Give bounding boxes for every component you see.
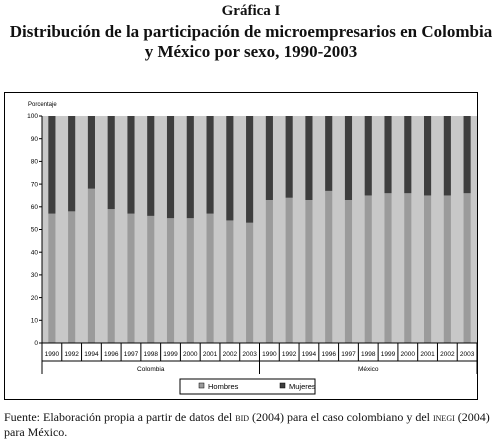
bar-mujeres (186, 116, 194, 219)
bar-mujeres (206, 116, 214, 214)
bar-mujeres (265, 116, 273, 200)
x-axis: 1990 1992 1994 1996 1997 1998 1999 2000 2001 2002… (41, 342, 478, 374)
x-tick-label: 2001 (420, 351, 435, 358)
x-tick-label: 2001 (203, 351, 218, 358)
bar-hombres (107, 209, 115, 343)
bar-hombres (147, 215, 155, 343)
chart-label: Gráfica I (221, 3, 281, 19)
x-tick-label: 2003 (460, 351, 475, 358)
bar-hombres (424, 195, 432, 343)
bar-mujeres (48, 116, 56, 214)
x-tick-label: 1998 (361, 351, 376, 358)
source-prefix: Fuente: Elaboración propia a partir de d… (4, 410, 236, 424)
x-tick-label: 1992 (282, 351, 297, 358)
legend-label-mujeres: Mujeres (289, 382, 316, 391)
bar-mujeres (384, 116, 392, 194)
y-tick-label: 20 (31, 295, 39, 302)
bar-mujeres (246, 116, 254, 223)
source-org-inegi: inegi (432, 410, 455, 424)
bar-hombres (265, 199, 273, 343)
plot-area (42, 116, 477, 343)
legend: Hombres Mujeres (179, 378, 316, 395)
y-tick-label: 50 (31, 227, 39, 234)
group-label: Colombia (137, 366, 165, 373)
bar-hombres (443, 195, 451, 343)
bar-hombres (404, 193, 412, 343)
x-tick-label: 1996 (104, 351, 119, 358)
bar-mujeres (127, 116, 135, 214)
x-tick-label: 1997 (341, 351, 356, 358)
bar-hombres (364, 195, 372, 343)
bar-mujeres (443, 116, 451, 196)
bar-hombres (325, 190, 333, 343)
bar-hombres (186, 218, 194, 343)
bar-mujeres (147, 116, 155, 216)
legend-swatch-mujeres (279, 382, 286, 389)
bar-hombres (344, 199, 353, 343)
source-suffix: (2004) para México. (4, 410, 490, 439)
bar-hombres (127, 213, 135, 343)
bar-mujeres (344, 116, 353, 200)
y-tick-label: 30 (31, 272, 39, 279)
y-axis-label: Porcentaje (28, 102, 57, 108)
bar-mujeres (424, 116, 432, 196)
bar-mujeres (364, 116, 372, 196)
bar-hombres (226, 220, 234, 343)
legend-label-hombres: Hombres (208, 382, 239, 391)
y-tick-label: 90 (31, 136, 39, 143)
bar-hombres (68, 211, 76, 343)
bar-hombres (206, 213, 214, 343)
source-org-bid: bid (235, 410, 250, 424)
x-tick-label: 1992 (64, 351, 79, 358)
y-tick-label: 10 (31, 318, 39, 325)
x-tick-label: 2003 (242, 351, 257, 358)
y-axis: 0 10 20 30 40 50 60 70 80 90 100 (27, 113, 43, 347)
chart-title-line-2: y México por sexo, 1990-2003 (144, 42, 358, 61)
y-tick-label: 80 (31, 159, 39, 166)
x-tick-label: 2002 (223, 351, 238, 358)
group-label: México (358, 366, 379, 373)
x-tick-label: 1998 (144, 351, 159, 358)
x-tick-label: 2002 (440, 351, 455, 358)
x-tick-label: 1999 (381, 351, 396, 358)
y-tick-label: 0 (34, 340, 38, 347)
bar-mujeres (325, 116, 333, 191)
bar-hombres (305, 199, 313, 343)
bar-mujeres (107, 116, 115, 210)
y-tick-label: 100 (27, 113, 38, 120)
bar-mujeres (166, 116, 175, 219)
bar-hombres (246, 222, 254, 343)
source-middle: (2004) para el caso colombiano y del (249, 410, 433, 424)
x-tick-label: 1996 (321, 351, 336, 358)
x-tick-label: 2000 (401, 351, 416, 358)
chart-title-line-1: Distribución de la participación de micr… (9, 22, 493, 41)
bar-hombres (166, 218, 175, 343)
bar-mujeres (404, 116, 412, 194)
source-note: Fuente: Elaboración propia a partir de d… (4, 410, 500, 440)
x-tick-label: 1997 (124, 351, 139, 358)
x-tick-label: 1999 (163, 351, 178, 358)
bar-mujeres (68, 116, 76, 212)
x-tick-label: 1994 (84, 351, 99, 358)
x-tick-label: 1990 (262, 351, 277, 358)
bars (48, 116, 471, 343)
legend-swatch-hombres (198, 382, 205, 389)
bar-hombres (48, 213, 56, 343)
bar-hombres (384, 193, 392, 343)
bar-mujeres (463, 116, 471, 194)
bar-hombres (285, 197, 293, 343)
y-tick-label: 60 (31, 204, 39, 211)
x-tick-label: 1994 (302, 351, 317, 358)
y-tick-label: 40 (31, 249, 39, 256)
bar-mujeres (305, 116, 313, 200)
bar-mujeres (226, 116, 234, 221)
bar-mujeres (285, 116, 293, 198)
x-tick-label: 1990 (45, 351, 60, 358)
bar-hombres (87, 188, 95, 343)
x-tick-label: 2000 (183, 351, 198, 358)
bar-hombres (463, 193, 471, 343)
y-tick-label: 70 (31, 181, 39, 188)
bar-mujeres (87, 116, 95, 189)
